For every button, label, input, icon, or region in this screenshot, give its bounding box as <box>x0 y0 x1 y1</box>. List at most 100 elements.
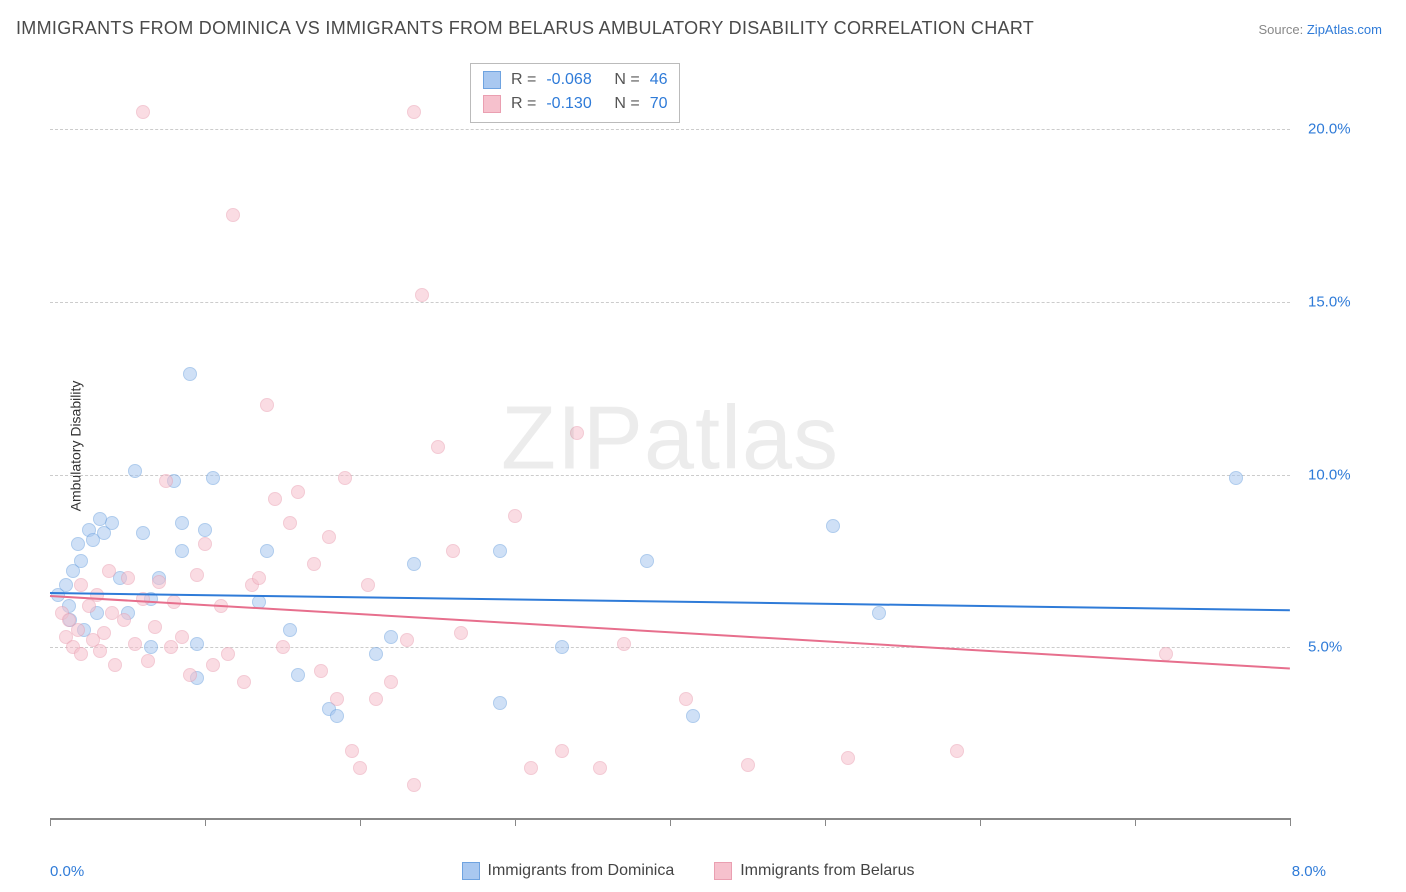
scatter-point <box>686 709 700 723</box>
scatter-point <box>276 640 290 654</box>
legend-item: Immigrants from Dominica <box>462 862 675 880</box>
scatter-point <box>291 668 305 682</box>
y-tick-label: 10.0% <box>1308 466 1351 483</box>
scatter-point <box>148 620 162 634</box>
scatter-point <box>826 519 840 533</box>
scatter-point <box>330 709 344 723</box>
scatter-point <box>407 778 421 792</box>
y-tick-label: 20.0% <box>1308 121 1351 138</box>
stats-row: R =-0.130N =70 <box>483 92 667 116</box>
x-tick <box>515 818 516 826</box>
stat-r-label: R = <box>511 68 536 92</box>
x-tick <box>1290 818 1291 826</box>
scatter-point <box>93 512 107 526</box>
scatter-point <box>679 692 693 706</box>
scatter-point <box>102 564 116 578</box>
scatter-point <box>198 523 212 537</box>
scatter-point <box>493 696 507 710</box>
scatter-point <box>260 398 274 412</box>
scatter-point <box>152 575 166 589</box>
legend-items: Immigrants from Dominica Immigrants from … <box>462 862 915 880</box>
scatter-point <box>555 640 569 654</box>
scatter-point <box>950 744 964 758</box>
scatter-point <box>454 626 468 640</box>
source-link[interactable]: ZipAtlas.com <box>1307 22 1382 37</box>
bottom-legend: 0.0% Immigrants from DominicaImmigrants … <box>50 862 1326 880</box>
grid-line <box>50 475 1290 476</box>
scatter-point <box>314 664 328 678</box>
x-tick <box>825 818 826 826</box>
scatter-point <box>415 288 429 302</box>
scatter-point <box>71 537 85 551</box>
stat-r-label: R = <box>511 92 536 116</box>
scatter-point <box>190 568 204 582</box>
scatter-point <box>97 626 111 640</box>
scatter-point <box>361 578 375 592</box>
x-tick <box>50 818 51 826</box>
legend-label: Immigrants from Dominica <box>488 862 675 880</box>
chart-source: Source: ZipAtlas.com <box>1258 22 1382 37</box>
scatter-point <box>105 516 119 530</box>
scatter-point <box>384 630 398 644</box>
scatter-point <box>74 647 88 661</box>
x-axis-max-label: 8.0% <box>1292 863 1326 880</box>
stat-n-label: N = <box>614 68 639 92</box>
trend-line <box>50 592 1290 611</box>
stat-n-value: 46 <box>650 68 668 92</box>
scatter-point <box>322 530 336 544</box>
y-tick-label: 5.0% <box>1308 639 1342 656</box>
scatter-point <box>175 630 189 644</box>
x-tick <box>1135 818 1136 826</box>
scatter-point <box>206 658 220 672</box>
stat-n-value: 70 <box>650 92 668 116</box>
scatter-point <box>136 105 150 119</box>
x-tick <box>360 818 361 826</box>
scatter-point <box>307 557 321 571</box>
scatter-point <box>570 426 584 440</box>
scatter-point <box>136 526 150 540</box>
scatter-point <box>741 758 755 772</box>
scatter-point <box>369 692 383 706</box>
scatter-point <box>555 744 569 758</box>
scatter-point <box>872 606 886 620</box>
scatter-point <box>144 640 158 654</box>
plot-inner: 5.0%10.0%15.0%20.0% <box>50 60 1290 818</box>
scatter-point <box>446 544 460 558</box>
scatter-point <box>90 588 104 602</box>
source-label: Source: <box>1258 22 1306 37</box>
scatter-point <box>183 367 197 381</box>
scatter-point <box>493 544 507 558</box>
scatter-point <box>159 474 173 488</box>
scatter-point <box>508 509 522 523</box>
scatter-point <box>141 654 155 668</box>
scatter-point <box>593 761 607 775</box>
legend-swatch <box>714 862 732 880</box>
legend-label: Immigrants from Belarus <box>740 862 914 880</box>
scatter-point <box>93 644 107 658</box>
x-tick <box>980 818 981 826</box>
scatter-point <box>384 675 398 689</box>
scatter-point <box>407 557 421 571</box>
scatter-point <box>260 544 274 558</box>
scatter-point <box>128 464 142 478</box>
stats-row: R =-0.068N =46 <box>483 68 667 92</box>
scatter-point <box>291 485 305 499</box>
scatter-point <box>338 471 352 485</box>
scatter-point <box>252 571 266 585</box>
grid-line <box>50 647 1290 648</box>
scatter-point <box>283 623 297 637</box>
scatter-point <box>617 637 631 651</box>
scatter-point <box>74 578 88 592</box>
x-axis-min-label: 0.0% <box>50 863 84 880</box>
scatter-point <box>71 623 85 637</box>
scatter-point <box>175 544 189 558</box>
scatter-point <box>345 744 359 758</box>
scatter-point <box>524 761 538 775</box>
scatter-point <box>128 637 142 651</box>
stat-n-label: N = <box>614 92 639 116</box>
scatter-point <box>74 554 88 568</box>
grid-line <box>50 302 1290 303</box>
legend-swatch <box>483 71 501 89</box>
legend-item: Immigrants from Belarus <box>714 862 914 880</box>
scatter-point <box>400 633 414 647</box>
